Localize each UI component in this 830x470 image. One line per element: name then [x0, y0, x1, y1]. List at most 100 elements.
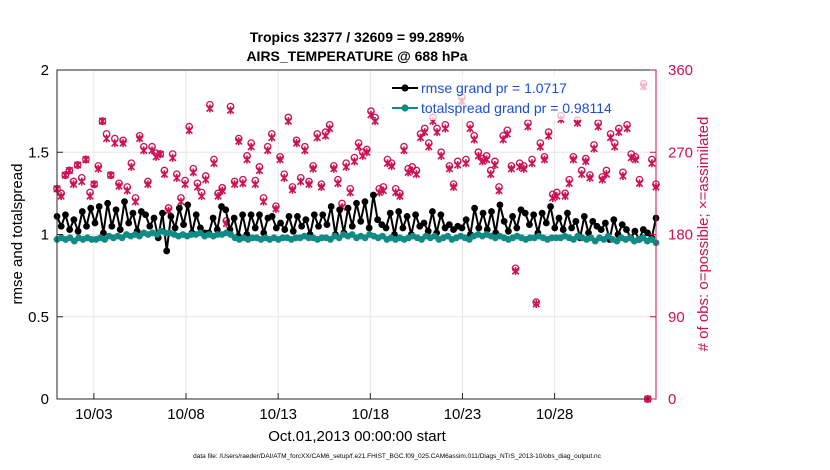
rmse-point [112, 206, 120, 214]
rmse-point [365, 224, 373, 232]
rmse-point [386, 209, 394, 217]
obs-assimilated-marker [239, 179, 247, 188]
obs-assimilated-marker [416, 133, 425, 142]
obs-assimilated-marker [251, 180, 260, 189]
rmse-point [251, 224, 259, 232]
y-axis-left: 0 0.5 1 1.5 2 [28, 62, 63, 408]
obs-assimilated-marker [330, 164, 338, 173]
rmse-point [319, 211, 327, 219]
obs-assimilated-marker [90, 180, 98, 189]
x-tick-label: 10/18 [352, 406, 390, 423]
rmse-point [572, 217, 580, 225]
rmse-point [95, 203, 103, 210]
rmse-point [209, 214, 217, 222]
obs-assimilated-marker [499, 135, 507, 144]
rmse-point [369, 191, 377, 199]
obs-assimilated-marker [503, 129, 512, 138]
rmse-point [129, 209, 137, 217]
rmse-point [192, 211, 200, 219]
obs-assimilated-marker [78, 177, 86, 186]
rmse-point [589, 217, 597, 225]
obs-assimilated-marker [119, 139, 127, 148]
rmse-point [458, 224, 466, 232]
rmse-point [327, 203, 335, 210]
obs-assimilated-marker [354, 142, 363, 151]
obs-assimilated-marker [131, 197, 140, 206]
rmse-point [87, 204, 95, 212]
obs-assimilated-marker [610, 142, 619, 151]
obs-assimilated-marker [309, 164, 317, 173]
rmse-point [285, 213, 293, 220]
obs-assimilated-marker [540, 155, 549, 164]
obs-assimilated-marker [515, 162, 524, 171]
rmse-point [348, 222, 356, 230]
rmse-point [150, 214, 158, 222]
obs-assimilated-marker [226, 106, 235, 115]
rmse-point [513, 224, 521, 232]
obs-assimilated-marker [532, 299, 540, 308]
rmse-point [108, 222, 116, 230]
obs-assimilated-marker [511, 267, 520, 276]
rmse-point [272, 224, 280, 232]
obs-assimilated-marker [433, 128, 441, 137]
obs-assimilated-marker [648, 159, 656, 168]
rmse-point [62, 211, 69, 219]
rmse-point [500, 217, 508, 225]
obs-assimilated-marker [268, 133, 276, 142]
legend-spread-text: totalspread grand pr = 0.98114 [421, 100, 612, 116]
obs-assimilated-marker [259, 197, 268, 206]
rmse-point [310, 211, 318, 219]
obs-assimilated-marker [371, 117, 379, 126]
obs-assimilated-marker [148, 146, 156, 155]
obs-assimilated-marker [342, 162, 350, 171]
rmse-point [526, 221, 533, 229]
obs-assimilated-marker [466, 124, 474, 133]
rmse-point [462, 216, 470, 224]
rmse-point [294, 213, 301, 220]
rmse-point [601, 219, 609, 227]
obs-assimilated-marker [280, 173, 288, 182]
obs-assimilated-marker [284, 117, 293, 126]
obs-assimilated-marker [528, 159, 536, 168]
rmse-point [180, 221, 187, 229]
rmse-point [597, 226, 605, 233]
obs-assimilated-marker [474, 151, 483, 160]
obs-assimilated-marker [206, 104, 214, 113]
y-axis-right: 0 90 180 270 360 [650, 62, 693, 408]
obs-assimilated-marker [598, 175, 607, 184]
obs-assimilated-marker [301, 146, 309, 155]
obs-assimilated-marker [73, 161, 82, 170]
obs-assimilated-marker [317, 182, 326, 191]
rmse-point [504, 227, 512, 235]
legend: rmse grand pr = 1.0717 totalspread grand… [388, 74, 652, 120]
rmse-point [247, 211, 255, 219]
obs-assimilated-marker [453, 161, 462, 170]
obs-assimilated-marker [193, 182, 202, 191]
x-tick-label: 10/23 [444, 406, 482, 423]
obs-assimilated-marker [507, 164, 516, 173]
rmse-point [281, 226, 289, 233]
y-axis-right-label: # of obs: o=possible; ×=assimilated [695, 117, 712, 352]
rmse-point [530, 211, 538, 219]
obs-assimilated-marker [437, 151, 445, 160]
x-tick-label: 10/13 [259, 406, 297, 423]
rmse-point [568, 224, 576, 232]
rmse-point [70, 216, 78, 224]
y-tick-label-left: 2 [41, 62, 49, 79]
rmse-point [268, 213, 276, 220]
obs-assimilated-marker [590, 144, 598, 153]
obs-assimilated-marker [375, 188, 383, 197]
obs-assimilated-marker [115, 182, 123, 191]
rmse-point [289, 227, 297, 235]
obs-assimilated-marker [544, 131, 553, 140]
x-axis: 10/03 10/08 10/13 10/18 10/23 10/28 [75, 393, 573, 423]
obs-assimilated-marker [139, 146, 148, 155]
obs-assimilated-marker [173, 173, 181, 182]
rmse-point [559, 226, 567, 233]
obs-assimilated-marker [86, 192, 94, 201]
obs-assimilated-marker [127, 162, 136, 171]
rmse-point [298, 222, 306, 230]
obs-assimilated-marker [235, 137, 243, 146]
rmse-point [538, 209, 546, 217]
